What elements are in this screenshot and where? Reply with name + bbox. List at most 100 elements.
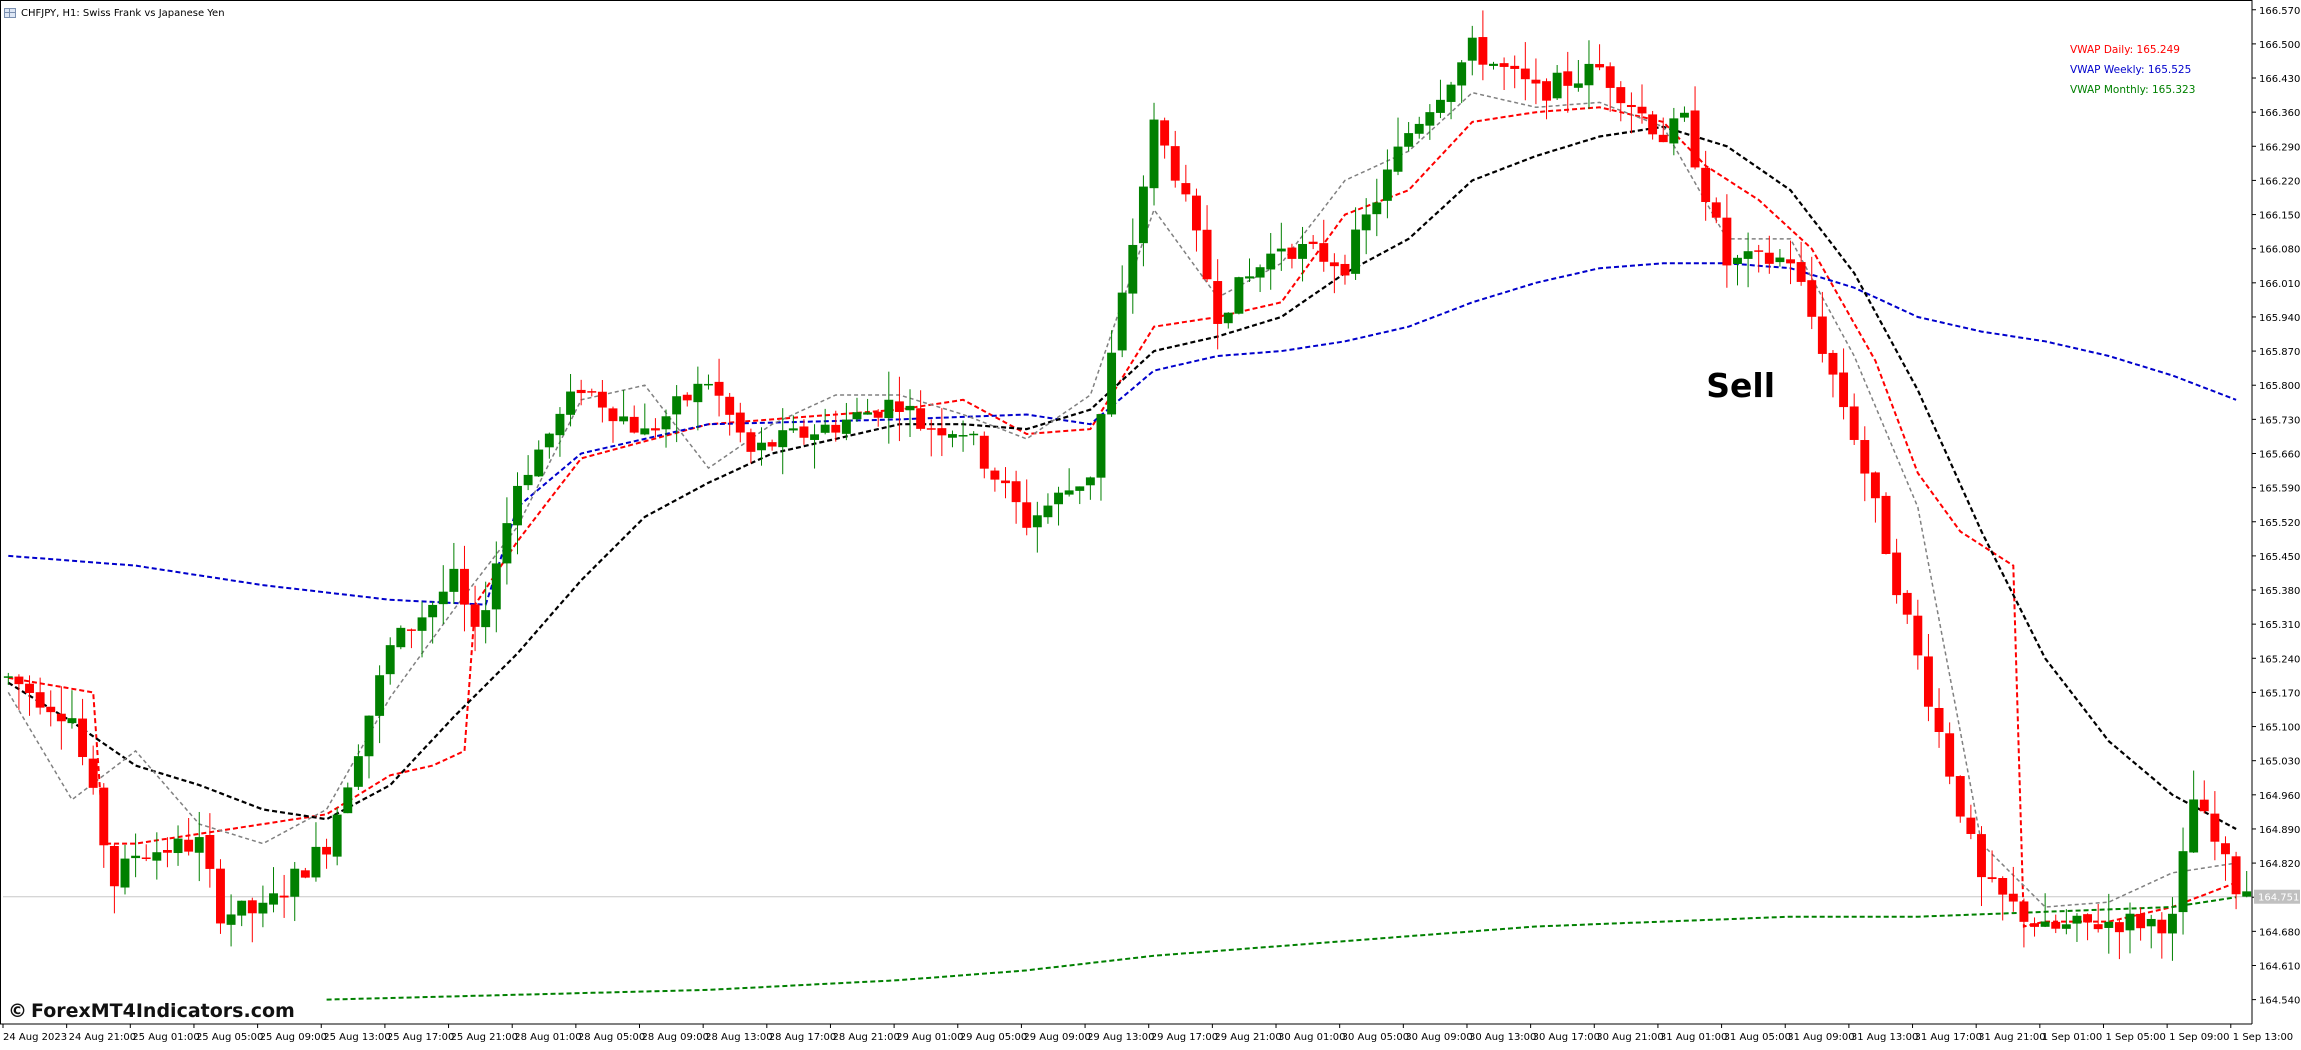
legend-vwap-weekly: VWAP Weekly: 165.525 bbox=[2070, 64, 2192, 76]
bull-candle bbox=[417, 617, 427, 631]
bull-candle bbox=[1223, 312, 1233, 324]
bull-candle bbox=[788, 428, 798, 431]
bull-candle bbox=[619, 416, 629, 422]
bear-candle bbox=[1329, 262, 1339, 267]
bear-candle bbox=[1839, 372, 1849, 408]
bear-candle bbox=[1881, 495, 1891, 554]
price-tick-label: 166.360 bbox=[2259, 108, 2300, 119]
bull-candle bbox=[1054, 492, 1064, 505]
bear-candle bbox=[1998, 878, 2008, 895]
bear-candle bbox=[926, 428, 936, 430]
bear-candle bbox=[1170, 146, 1180, 181]
bear-candle bbox=[916, 408, 926, 429]
bear-candle bbox=[1764, 252, 1774, 264]
bear-candle bbox=[650, 428, 660, 431]
bear-candle bbox=[1595, 64, 1605, 68]
bear-candle bbox=[1510, 65, 1520, 69]
bull-candle bbox=[2189, 799, 2199, 853]
bull-candle bbox=[237, 900, 247, 916]
bear-candle bbox=[979, 435, 989, 469]
price-tick-label: 165.450 bbox=[2259, 552, 2300, 563]
bear-candle bbox=[1828, 352, 1838, 375]
bear-candle bbox=[608, 408, 618, 422]
bull-candle bbox=[513, 485, 522, 526]
bull-candle bbox=[1404, 133, 1414, 147]
bull-candle bbox=[1467, 37, 1477, 61]
bull-candle bbox=[523, 474, 533, 486]
bull-candle bbox=[152, 852, 162, 861]
bear-candle bbox=[1616, 87, 1626, 104]
bull-candle bbox=[502, 523, 512, 564]
bear-candle bbox=[1955, 776, 1965, 817]
bull-candle bbox=[1075, 486, 1085, 491]
price-tick-label: 165.170 bbox=[2259, 688, 2300, 699]
bull-candle bbox=[969, 433, 979, 436]
bull-candle bbox=[1414, 123, 1424, 134]
price-tick-label: 164.890 bbox=[2259, 825, 2300, 836]
time-tick-label: 31 Aug 21:00 bbox=[1978, 1032, 2045, 1043]
time-tick-label: 30 Aug 05:00 bbox=[1342, 1032, 1409, 1043]
bull-candle bbox=[491, 563, 501, 610]
bull-candle bbox=[1775, 257, 1785, 263]
price-tick-label: 166.080 bbox=[2259, 245, 2300, 256]
bull-candle bbox=[2072, 915, 2082, 924]
bull-candle bbox=[1552, 72, 1562, 99]
bull-candle bbox=[1743, 251, 1753, 259]
time-tick-label: 24 Aug 21:00 bbox=[69, 1032, 136, 1043]
bull-candle bbox=[1064, 490, 1074, 495]
bear-candle bbox=[216, 868, 225, 924]
bear-candle bbox=[1563, 71, 1573, 86]
bull-candle bbox=[343, 787, 353, 814]
bear-candle bbox=[247, 900, 257, 914]
legend-vwap-daily: VWAP Daily: 165.249 bbox=[2070, 44, 2180, 56]
bear-candle bbox=[1807, 280, 1817, 317]
vwap-daily-line bbox=[8, 106, 2237, 928]
bear-candle bbox=[1202, 229, 1212, 280]
bear-candle bbox=[1796, 262, 1806, 282]
bear-candle bbox=[682, 394, 692, 401]
bull-candle bbox=[1298, 244, 1307, 259]
bear-candle bbox=[1913, 615, 1923, 656]
bull-candle bbox=[1733, 257, 1742, 264]
bear-candle bbox=[162, 850, 172, 853]
bear-candle bbox=[1340, 263, 1350, 276]
bull-candle bbox=[1128, 244, 1138, 294]
bear-candle bbox=[2199, 799, 2209, 812]
bull-candle bbox=[672, 396, 682, 415]
bull-candle bbox=[640, 428, 650, 435]
current-price-tag bbox=[2254, 889, 2300, 904]
bull-candle bbox=[2242, 891, 2252, 897]
bull-candle bbox=[226, 914, 236, 925]
time-tick-label: 25 Aug 09:00 bbox=[260, 1032, 327, 1043]
bull-candle bbox=[1351, 229, 1361, 274]
bear-candle bbox=[746, 432, 756, 452]
bear-candle bbox=[1977, 834, 1986, 878]
bear-candle bbox=[46, 706, 56, 713]
time-tick-label: 29 Aug 01:00 bbox=[896, 1032, 963, 1043]
time-tick-label: 30 Aug 13:00 bbox=[1469, 1032, 1536, 1043]
bull-candle bbox=[1425, 112, 1435, 126]
time-tick-label: 25 Aug 01:00 bbox=[132, 1032, 199, 1043]
time-tick-label: 1 Sep 13:00 bbox=[2233, 1032, 2293, 1043]
bull-candle bbox=[841, 419, 851, 434]
slow-ma-line bbox=[7, 125, 2237, 830]
bull-candle bbox=[1255, 267, 1265, 278]
bull-candle bbox=[1669, 118, 1679, 144]
bull-candle bbox=[428, 604, 438, 618]
bear-candle bbox=[587, 391, 597, 393]
bull-candle bbox=[1032, 515, 1042, 528]
time-tick-label: 28 Aug 17:00 bbox=[769, 1032, 836, 1043]
bull-candle bbox=[661, 416, 671, 430]
bear-candle bbox=[1001, 480, 1010, 484]
bull-candle bbox=[1117, 292, 1127, 351]
bear-candle bbox=[14, 676, 24, 685]
price-tick-label: 165.730 bbox=[2259, 415, 2300, 426]
bull-candle bbox=[1489, 63, 1498, 66]
bear-candle bbox=[1181, 183, 1191, 195]
bear-candle bbox=[1605, 66, 1615, 88]
bear-candle bbox=[2008, 893, 2018, 902]
bull-candle bbox=[544, 433, 554, 448]
price-tick-label: 164.540 bbox=[2259, 996, 2300, 1007]
